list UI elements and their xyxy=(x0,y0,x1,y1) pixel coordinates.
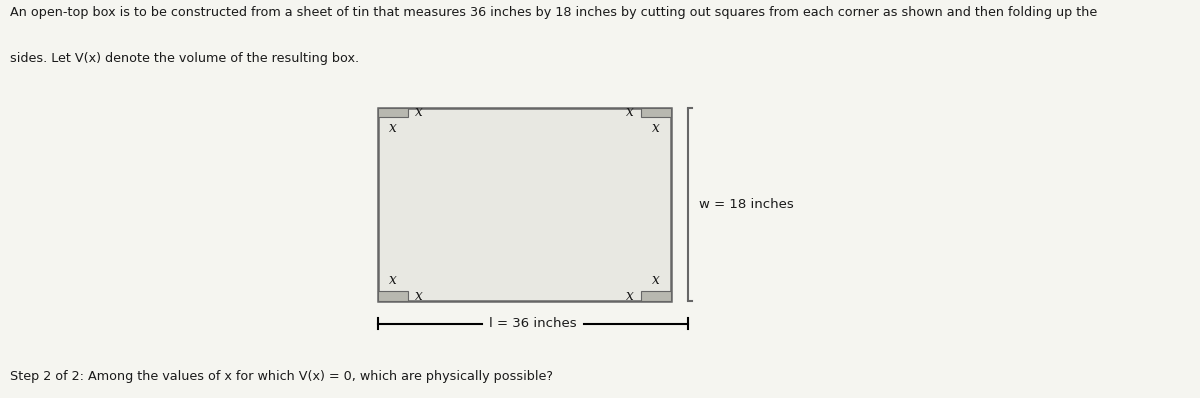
Text: x: x xyxy=(626,105,634,119)
Text: An open-top box is to be constructed from a sheet of tin that measures 36 inches: An open-top box is to be constructed fro… xyxy=(10,6,1097,19)
Text: w = 18 inches: w = 18 inches xyxy=(698,197,793,211)
Text: x: x xyxy=(626,289,634,303)
Text: l = 36 inches: l = 36 inches xyxy=(488,317,576,330)
Text: x: x xyxy=(652,121,660,135)
Text: sides. Let V(x) denote the volume of the resulting box.: sides. Let V(x) denote the volume of the… xyxy=(10,52,359,65)
Bar xyxy=(378,107,671,300)
Bar xyxy=(378,107,408,117)
Bar xyxy=(378,291,408,300)
Bar xyxy=(641,107,671,117)
Text: x: x xyxy=(389,121,397,135)
Bar xyxy=(641,291,671,300)
Text: Step 2 of 2: Among the values of x for which V(x) = 0, which are physically poss: Step 2 of 2: Among the values of x for w… xyxy=(10,370,553,383)
Text: x: x xyxy=(389,273,397,287)
Text: x: x xyxy=(415,289,422,303)
Text: x: x xyxy=(415,105,422,119)
Text: x: x xyxy=(652,273,660,287)
